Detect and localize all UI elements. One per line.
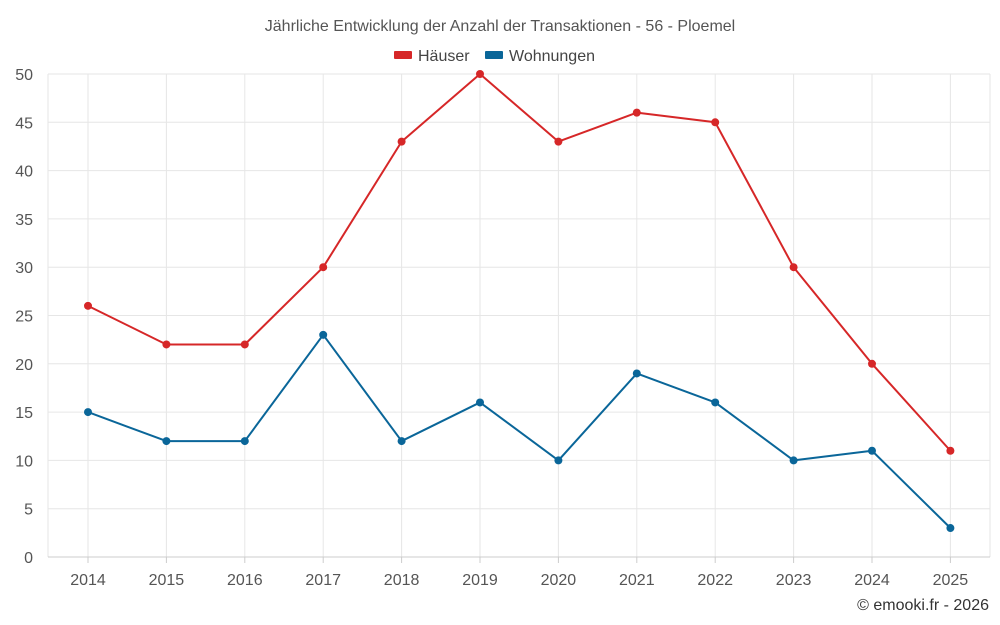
data-point[interactable] bbox=[632, 108, 641, 117]
x-tick-label: 2016 bbox=[227, 572, 263, 589]
x-tick-label: 2020 bbox=[541, 572, 577, 589]
data-point[interactable] bbox=[868, 446, 876, 455]
y-tick-label: 15 bbox=[15, 405, 33, 422]
data-point[interactable] bbox=[868, 359, 876, 368]
legend-swatch-wohnungen bbox=[485, 51, 503, 59]
data-point[interactable] bbox=[946, 446, 955, 455]
legend-label-wohnungen: Wohnungen bbox=[509, 48, 595, 65]
series-line-0 bbox=[87, 73, 952, 452]
data-point[interactable] bbox=[476, 398, 484, 407]
x-tick-label: 2017 bbox=[305, 572, 341, 589]
credit-text: © emooki.fr - 2026 bbox=[857, 597, 989, 614]
x-tick-label: 2021 bbox=[619, 572, 655, 589]
y-tick-label: 50 bbox=[15, 67, 33, 84]
data-point[interactable] bbox=[84, 301, 92, 310]
data-point[interactable] bbox=[554, 456, 563, 465]
data-point[interactable] bbox=[554, 137, 563, 146]
data-point[interactable] bbox=[632, 369, 641, 378]
data-point[interactable] bbox=[711, 118, 720, 127]
y-tick-label: 30 bbox=[15, 260, 33, 277]
data-point[interactable] bbox=[946, 524, 955, 533]
legend-swatch-haeuser bbox=[394, 51, 412, 59]
x-tick-label: 2019 bbox=[462, 572, 498, 589]
x-tick-label: 2025 bbox=[933, 572, 969, 589]
y-tick-label: 20 bbox=[15, 357, 33, 374]
x-tick-label: 2015 bbox=[149, 572, 185, 589]
legend-label-haeuser: Häuser bbox=[418, 48, 470, 65]
y-tick-label: 25 bbox=[15, 309, 33, 326]
y-tick-label: 5 bbox=[24, 502, 33, 519]
data-point[interactable] bbox=[240, 340, 249, 349]
data-point[interactable] bbox=[319, 263, 328, 272]
x-tick-label: 2024 bbox=[854, 572, 890, 589]
data-point[interactable] bbox=[240, 437, 249, 446]
x-tick-label: 2018 bbox=[384, 572, 420, 589]
y-tick-label: 10 bbox=[15, 453, 33, 470]
data-point[interactable] bbox=[789, 456, 798, 465]
data-point[interactable] bbox=[162, 340, 171, 349]
x-tick-label: 2014 bbox=[70, 572, 106, 589]
data-point[interactable] bbox=[319, 330, 328, 339]
x-tick-label: 2023 bbox=[776, 572, 812, 589]
data-point[interactable] bbox=[397, 437, 406, 446]
legend: Häuser Wohnungen bbox=[394, 48, 595, 65]
y-tick-label: 0 bbox=[24, 550, 33, 567]
series-line-1 bbox=[87, 333, 952, 529]
y-tick-label: 45 bbox=[15, 115, 33, 132]
chart-title: Jährliche Entwicklung der Anzahl der Tra… bbox=[265, 18, 735, 35]
data-point[interactable] bbox=[711, 398, 720, 407]
y-tick-label: 35 bbox=[15, 212, 33, 229]
x-tick-label: 2022 bbox=[697, 572, 733, 589]
data-point[interactable] bbox=[476, 70, 484, 78]
data-point[interactable] bbox=[789, 263, 798, 272]
grid bbox=[47, 73, 991, 557]
series-layer bbox=[84, 70, 955, 533]
data-point[interactable] bbox=[162, 437, 171, 446]
data-point[interactable] bbox=[397, 137, 406, 146]
y-tick-label: 40 bbox=[15, 164, 33, 181]
data-point[interactable] bbox=[84, 408, 92, 417]
